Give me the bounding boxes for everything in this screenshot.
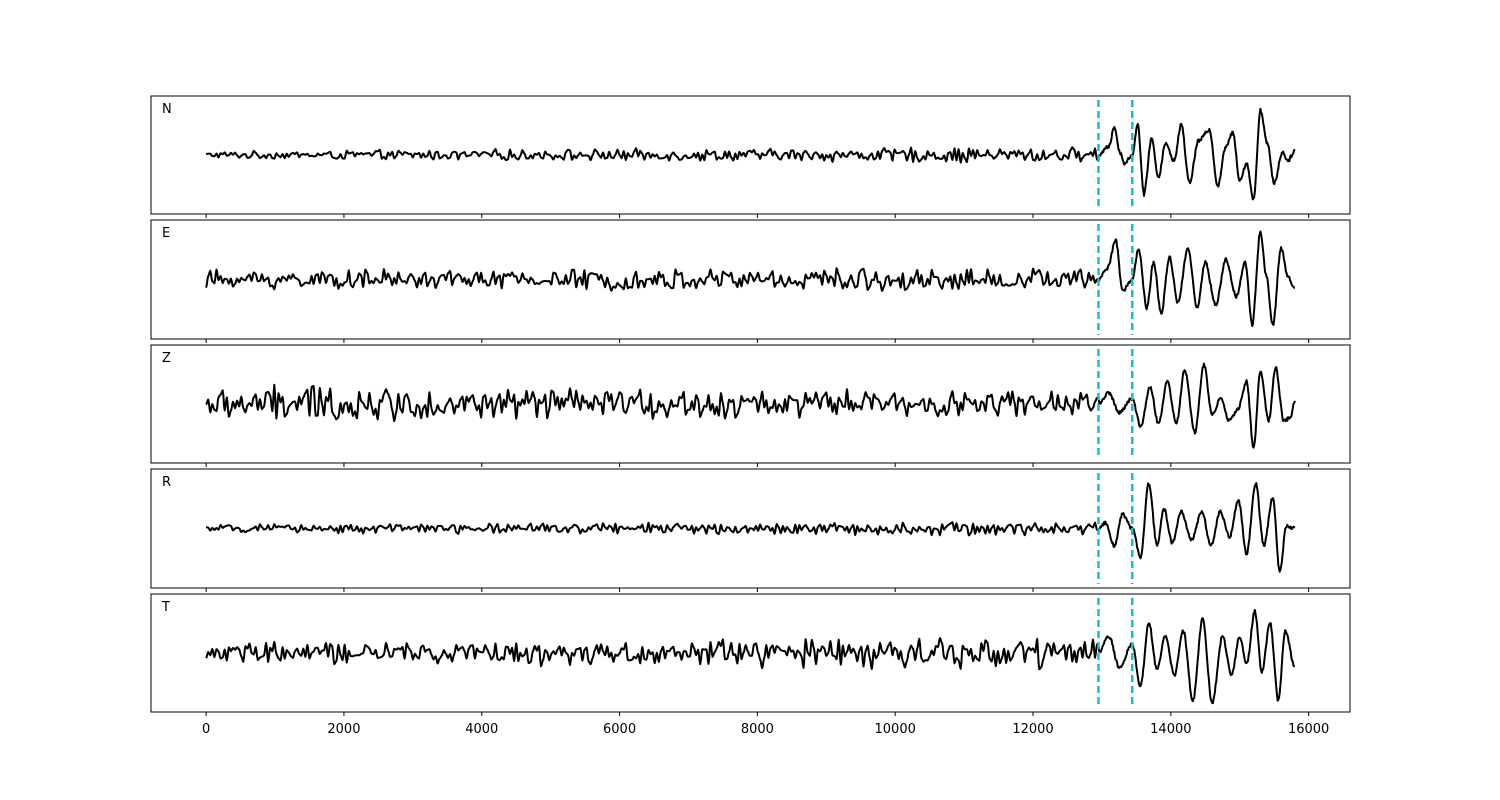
panel-n: N xyxy=(150,95,1351,218)
x-tick-label: 10000 xyxy=(875,722,916,737)
trace-e xyxy=(205,230,1296,327)
trace-r xyxy=(205,482,1296,573)
panel-frame xyxy=(150,344,1351,464)
panel-r: R xyxy=(150,468,1351,592)
channel-label: R xyxy=(162,475,171,490)
x-tick-label: 2000 xyxy=(327,722,360,737)
x-tick-label: 12000 xyxy=(1012,722,1053,737)
x-tick-label: 4000 xyxy=(465,722,498,737)
channel-label: Z xyxy=(162,351,171,366)
trace-t xyxy=(205,609,1296,705)
x-tick-label: 14000 xyxy=(1150,722,1191,737)
panel-frame xyxy=(150,219,1351,340)
channel-panels: N E Z R T xyxy=(150,95,1351,716)
x-tick-label: 6000 xyxy=(603,722,636,737)
channel-label: T xyxy=(161,600,170,615)
panel-t: T xyxy=(150,593,1351,716)
x-tick-label: 8000 xyxy=(741,722,774,737)
x-axis: 0 2000 4000 6000 8000 10000 12000 14000 16000 xyxy=(202,722,1329,737)
x-tick-label: 16000 xyxy=(1288,722,1329,737)
trace-n xyxy=(205,107,1296,201)
panel-e: E xyxy=(150,219,1351,343)
channel-label: N xyxy=(162,102,172,117)
panel-frame xyxy=(150,593,1351,713)
trace-z xyxy=(205,362,1296,449)
panel-z: Z xyxy=(150,344,1351,467)
x-tick-label: 0 xyxy=(202,722,210,737)
channel-label: E xyxy=(162,226,170,241)
panel-frame xyxy=(150,95,1351,215)
panel-frame xyxy=(150,468,1351,589)
